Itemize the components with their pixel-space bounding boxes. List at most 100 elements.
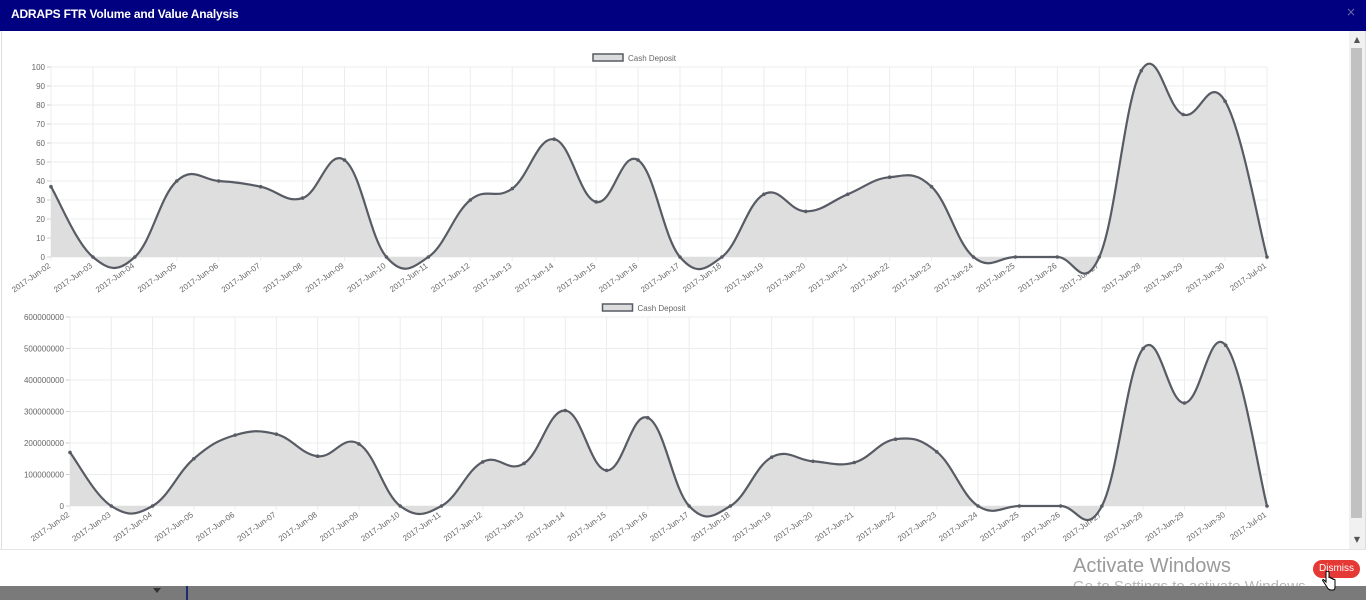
data-point bbox=[175, 179, 179, 183]
x-tick-label: 2017-Jun-30 bbox=[1185, 510, 1227, 543]
y-tick-label: 60 bbox=[36, 139, 45, 148]
data-point bbox=[636, 158, 640, 162]
data-point bbox=[427, 255, 431, 259]
x-tick-label: 2017-Jun-16 bbox=[607, 510, 649, 543]
x-tick-label: 2017-Jun-06 bbox=[178, 261, 220, 294]
data-point bbox=[1223, 99, 1227, 103]
y-tick-label: 90 bbox=[36, 82, 45, 91]
data-point bbox=[852, 461, 856, 465]
data-point bbox=[762, 193, 766, 197]
data-point bbox=[301, 196, 305, 200]
x-tick-label: 2017-Jun-22 bbox=[849, 261, 891, 294]
data-point bbox=[894, 437, 898, 441]
modal-body[interactable]: Cash Deposit 0 10 20 30 40 50 60 70 80 90 100 2017-J… bbox=[1, 31, 1366, 549]
close-icon[interactable]: × bbox=[1346, 6, 1356, 19]
x-tick-label: 2017-Jun-23 bbox=[896, 510, 938, 543]
data-point bbox=[770, 455, 774, 459]
y-tick-label: 50 bbox=[36, 158, 45, 167]
analysis-modal: ADRAPS FTR Volume and Value Analysis × C… bbox=[0, 0, 1366, 586]
data-point bbox=[1139, 69, 1143, 73]
dropdown-caret-icon[interactable] bbox=[153, 588, 161, 593]
data-point bbox=[646, 416, 650, 420]
data-point bbox=[510, 187, 514, 191]
data-point bbox=[1181, 113, 1185, 117]
x-tick-label: 2017-Jun-12 bbox=[429, 261, 471, 294]
data-point bbox=[1141, 347, 1145, 351]
data-point bbox=[1183, 401, 1187, 405]
legend-label: Cash Deposit bbox=[628, 54, 677, 63]
y-tick-label: 100 bbox=[32, 63, 46, 72]
data-point bbox=[1018, 504, 1022, 508]
data-point bbox=[275, 432, 279, 436]
x-tick-label: 2017-Jun-03 bbox=[52, 261, 94, 294]
x-tick-label: 2017-Jun-22 bbox=[855, 510, 897, 543]
x-tick-label: 2017-Jun-25 bbox=[975, 261, 1017, 294]
x-tick-label: 2017-Jun-10 bbox=[346, 261, 388, 294]
x-tick-label: 2017-Jun-15 bbox=[566, 510, 608, 543]
data-point bbox=[888, 175, 892, 179]
y-tick-label: 400000000 bbox=[24, 376, 65, 385]
x-tick-label: 2017-Jun-25 bbox=[979, 510, 1021, 543]
charts-canvas: Cash Deposit 0 10 20 30 40 50 60 70 80 90 100 2017-J… bbox=[2, 31, 1348, 549]
data-point bbox=[1014, 255, 1018, 259]
activate-windows-title: Activate Windows bbox=[1073, 555, 1231, 578]
data-point bbox=[233, 433, 237, 437]
data-point bbox=[440, 504, 444, 508]
scroll-thumb[interactable] bbox=[1351, 48, 1362, 518]
x-tick-label: 2017-Jun-28 bbox=[1102, 510, 1144, 543]
x-tick-label: 2017-Jun-02 bbox=[10, 261, 52, 294]
y-tick-label: 70 bbox=[36, 120, 45, 129]
data-point bbox=[133, 255, 137, 259]
x-tick-label: 2017-Jun-30 bbox=[1184, 261, 1226, 294]
y-tick-label: 300000000 bbox=[24, 408, 65, 417]
x-tick-label: 2017-Jul-01 bbox=[1228, 261, 1268, 293]
data-point bbox=[846, 193, 850, 197]
x-tick-label: 2017-Jun-24 bbox=[933, 261, 975, 294]
data-point bbox=[720, 255, 724, 259]
x-tick-label: 2017-Jun-23 bbox=[891, 261, 933, 294]
y-tick-label: 80 bbox=[36, 101, 45, 110]
dismiss-button[interactable]: Dismiss bbox=[1313, 560, 1360, 578]
data-point bbox=[1059, 504, 1063, 508]
data-point bbox=[605, 469, 609, 473]
x-tick-label: 2017-Jun-20 bbox=[765, 261, 807, 294]
x-tick-label: 2017-Jun-24 bbox=[937, 510, 979, 543]
modal-titlebar: ADRAPS FTR Volume and Value Analysis × bbox=[0, 0, 1366, 31]
data-point bbox=[678, 255, 682, 259]
data-point bbox=[398, 504, 402, 508]
x-tick-label: 2017-Jun-07 bbox=[236, 510, 278, 543]
x-tick-label: 2017-Jun-16 bbox=[597, 261, 639, 294]
data-point bbox=[68, 451, 72, 455]
scroll-down-arrow-icon[interactable]: ▼ bbox=[1349, 533, 1365, 547]
scroll-up-arrow-icon[interactable]: ▲ bbox=[1349, 33, 1365, 47]
data-point bbox=[259, 185, 263, 189]
x-tick-label: 2017-Jun-19 bbox=[731, 510, 773, 543]
background-page-strip bbox=[0, 586, 1366, 600]
vertical-scrollbar[interactable]: ▲ ▼ bbox=[1349, 31, 1365, 549]
data-point bbox=[552, 137, 556, 141]
data-point bbox=[217, 179, 221, 183]
data-point bbox=[976, 504, 980, 508]
data-point bbox=[930, 185, 934, 189]
data-point bbox=[811, 459, 815, 463]
data-point bbox=[481, 460, 485, 464]
x-tick-label: 2017-Jun-02 bbox=[29, 510, 71, 543]
data-point bbox=[192, 457, 196, 461]
y-tick-label: 100000000 bbox=[24, 471, 65, 480]
x-tick-label: 2017-Jun-29 bbox=[1142, 261, 1184, 294]
data-point bbox=[343, 158, 347, 162]
x-tick-label: 2017-Jun-29 bbox=[1144, 510, 1186, 543]
y-tick-label: 0 bbox=[60, 502, 65, 511]
data-point bbox=[522, 462, 526, 466]
x-tick-label: 2017-Jun-09 bbox=[318, 510, 360, 543]
x-tick-label: 2017-Jun-26 bbox=[1017, 261, 1059, 294]
data-point bbox=[469, 198, 473, 202]
x-tick-label: 2017-Jun-17 bbox=[648, 510, 690, 543]
x-tick-label: 2017-Jun-07 bbox=[220, 261, 262, 294]
data-point bbox=[1056, 255, 1060, 259]
legend-swatch bbox=[593, 54, 623, 61]
x-tick-label: 2017-Jun-26 bbox=[1020, 510, 1062, 543]
x-tick-label: 2017-Jun-21 bbox=[813, 510, 855, 543]
data-point bbox=[91, 255, 95, 259]
x-tick-label: 2017-Jul-01 bbox=[1228, 510, 1268, 542]
